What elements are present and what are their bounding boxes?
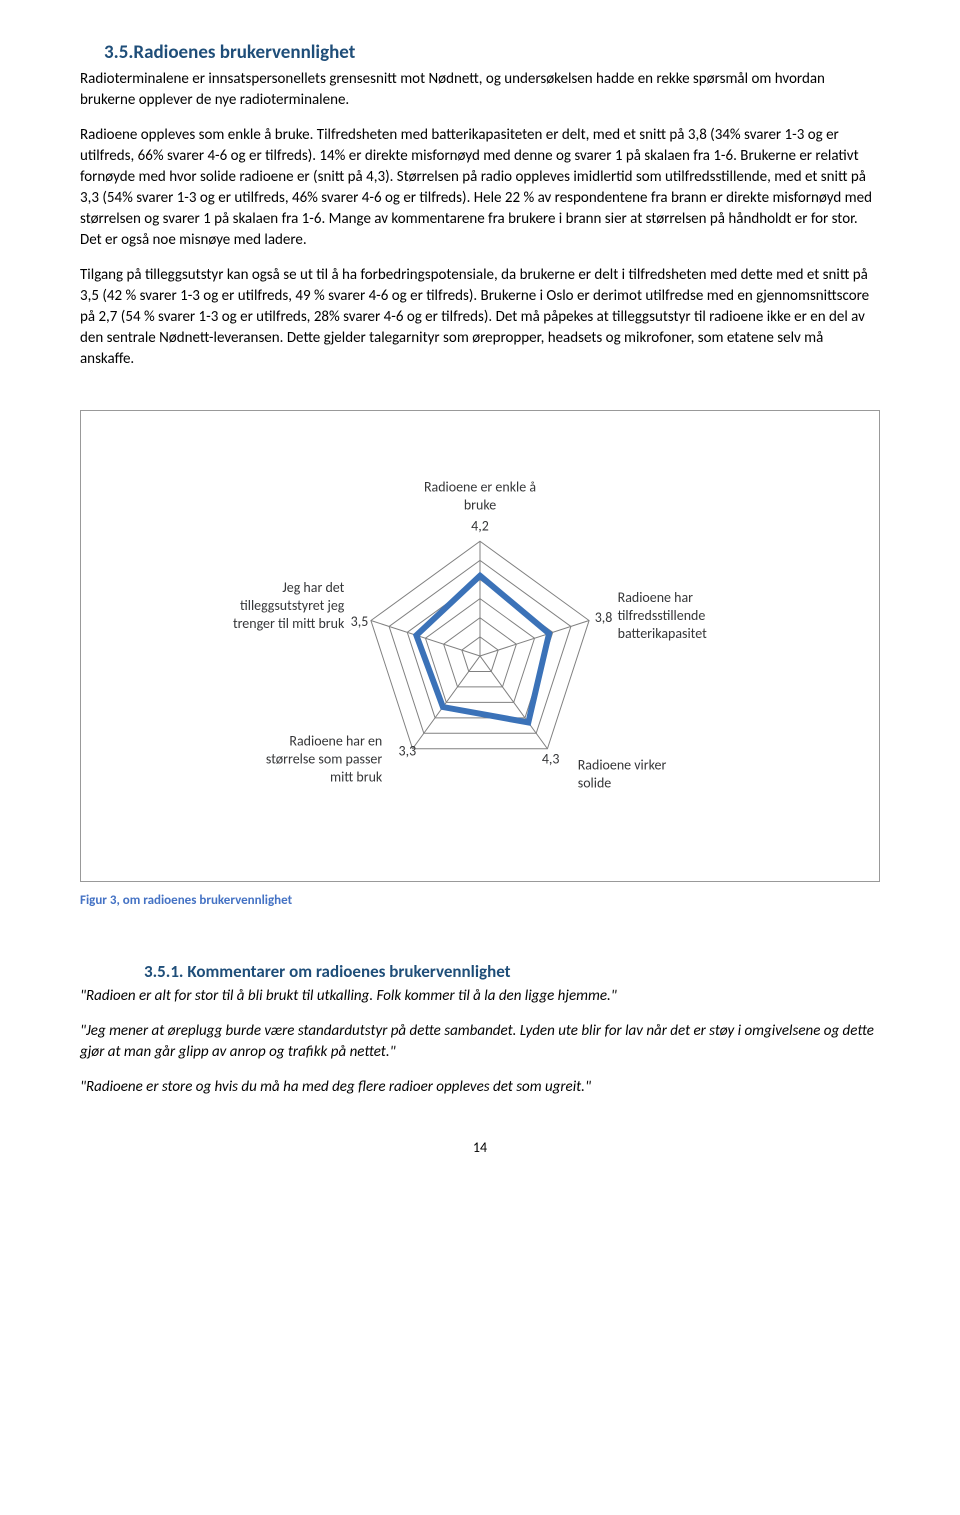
svg-text:3,3: 3,3 [399,742,417,759]
svg-text:Jeg har dettilleggsutstyret je: Jeg har dettilleggsutstyret jegtrenger t… [233,579,345,632]
quote-1: "Radioen er alt for stor til å bli brukt… [80,986,880,1007]
radar-chart: 4,2 Radioene er enkle åbruke 3,8 Radioene h… [101,431,859,861]
subsection-heading: 3.5.1. Kommentarer om radioenes brukerve… [80,960,880,984]
quote-3: "Radioene er store og hvis du må ha med … [80,1077,880,1098]
svg-text:Radioene har enstørrelse som p: Radioene har enstørrelse som passermitt … [266,732,383,785]
paragraph-findings-2: Tilgang på tilleggsutstyr kan også se ut… [80,265,880,370]
svg-text:3,8: 3,8 [595,609,613,626]
paragraph-findings-1: Radioene oppleves som enkle å bruke. Til… [80,125,880,251]
radar-chart-container: 4,2 Radioene er enkle åbruke 3,8 Radioene h… [80,410,880,882]
svg-text:Radioene hartilfredsstillendeb: Radioene hartilfredsstillendebatterikapa… [618,589,707,642]
svg-text:Radioene er enkle åbruke: Radioene er enkle åbruke [424,478,536,513]
paragraph-intro: Radioterminalene er innsatspersonellets … [80,69,880,111]
svg-text:4,2: 4,2 [471,517,489,534]
quote-2: "Jeg mener at øreplugg burde være standa… [80,1021,880,1063]
svg-text:Radioene virkersolide: Radioene virkersolide [578,756,667,791]
section-heading: 3.5.Radioenes brukervennlighet [80,40,880,67]
page-number: 14 [80,1138,880,1158]
svg-text:4,3: 4,3 [542,750,560,767]
figure-caption: Figur 3, om radioenes brukervennlighet [80,892,880,910]
svg-text:3,5: 3,5 [351,613,369,630]
